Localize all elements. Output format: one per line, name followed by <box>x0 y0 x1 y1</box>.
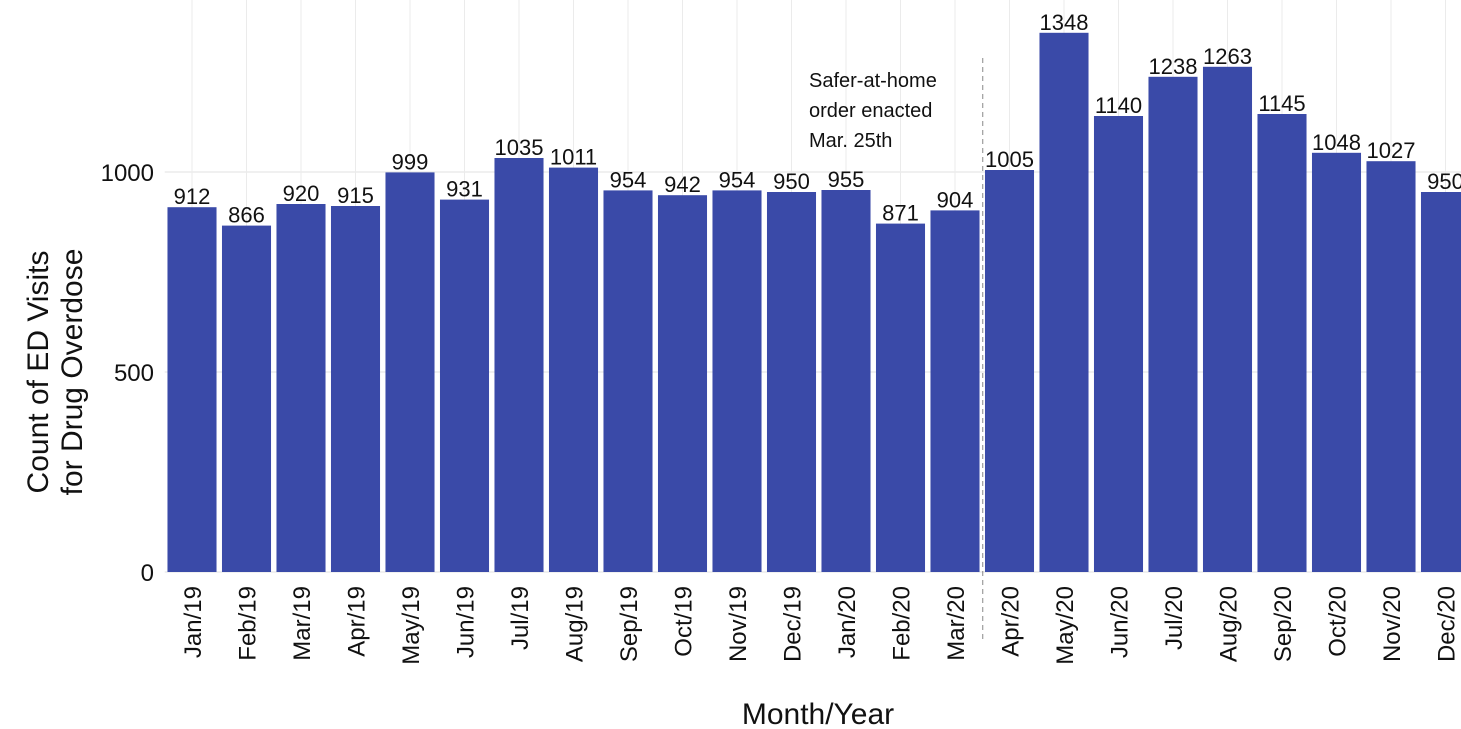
y-tick-label: 500 <box>114 360 154 387</box>
x-tick-label: Feb/19 <box>235 586 262 661</box>
y-axis-title-line: for Drug Overdose <box>56 249 89 496</box>
value-label: 920 <box>283 181 320 206</box>
value-label: 1238 <box>1149 54 1198 79</box>
value-label: 871 <box>882 201 919 226</box>
y-axis-title: Count of ED Visits for Drug Overdose <box>22 249 89 496</box>
bar <box>385 172 435 572</box>
bar <box>712 190 762 572</box>
bar <box>1039 32 1089 573</box>
value-label: 1348 <box>1040 10 1089 35</box>
bar <box>221 225 272 572</box>
y-tick-label: 1000 <box>101 160 154 187</box>
x-tick-label: Apr/20 <box>998 586 1025 657</box>
value-label: 912 <box>174 184 211 209</box>
bar <box>766 192 817 572</box>
x-tick-label: Nov/19 <box>725 586 752 662</box>
x-tick-label: Feb/20 <box>889 586 916 661</box>
bar <box>439 199 490 572</box>
x-axis-title: Month/Year <box>742 698 894 729</box>
annotation-text: order enacted <box>809 100 932 122</box>
value-label: 955 <box>828 167 865 192</box>
x-tick-label: Jun/20 <box>1107 586 1134 658</box>
x-tick-label: Aug/20 <box>1216 586 1243 662</box>
bar <box>930 210 980 572</box>
x-tick-label: Sep/19 <box>616 586 643 662</box>
value-label: 999 <box>392 149 429 174</box>
bar <box>167 207 217 572</box>
value-label: 954 <box>719 167 756 192</box>
bar <box>875 223 926 572</box>
value-label: 942 <box>664 172 701 197</box>
x-tick-label: Aug/19 <box>562 586 589 662</box>
bar <box>821 190 871 572</box>
bar <box>1257 114 1307 572</box>
x-tick-label: Dec/19 <box>780 586 807 662</box>
x-tick-label: Jul/19 <box>507 586 534 650</box>
bar <box>603 190 653 572</box>
y-tick-label: 0 <box>141 560 154 587</box>
x-tick-label: Jun/19 <box>453 586 480 658</box>
value-label: 1035 <box>495 135 544 160</box>
x-tick-label: Jan/20 <box>834 586 861 658</box>
x-tick-label: Mar/20 <box>943 586 970 661</box>
bar <box>494 158 544 572</box>
value-label: 904 <box>937 187 974 212</box>
bar <box>1202 66 1253 573</box>
x-tick-label: May/19 <box>398 586 425 665</box>
value-label: 915 <box>337 183 374 208</box>
value-label: 931 <box>446 177 483 202</box>
value-label: 1048 <box>1312 130 1361 155</box>
bar <box>1420 192 1461 572</box>
x-tick-label: Oct/19 <box>671 586 698 657</box>
value-label: 954 <box>610 167 647 192</box>
bar <box>1148 76 1198 573</box>
bar <box>330 206 381 572</box>
value-label: 866 <box>228 203 265 228</box>
annotation-text: Mar. 25th <box>809 130 892 152</box>
x-tick-label: Dec/20 <box>1434 586 1461 662</box>
annotation-text: Safer-at-home <box>809 70 937 92</box>
x-tick-label: May/20 <box>1052 586 1079 665</box>
value-label: 1140 <box>1095 93 1142 118</box>
bar <box>1093 116 1144 572</box>
value-label: 1027 <box>1367 138 1416 163</box>
bar <box>657 195 708 572</box>
value-label: 1145 <box>1258 91 1305 116</box>
x-tick-label: Apr/19 <box>344 586 371 657</box>
bar <box>276 204 326 572</box>
bar <box>1311 152 1362 573</box>
value-label: 950 <box>1427 169 1461 194</box>
value-label: 950 <box>773 169 810 194</box>
bar <box>548 167 599 572</box>
value-label: 1263 <box>1203 44 1252 69</box>
x-tick-label: Sep/20 <box>1270 586 1297 662</box>
bar <box>984 170 1035 572</box>
value-label: 1011 <box>550 145 597 170</box>
y-axis-title-line: Count of ED Visits <box>22 251 55 494</box>
x-tick-label: Jul/20 <box>1161 586 1188 650</box>
x-tick-label: Jan/19 <box>180 586 207 658</box>
value-label: 1005 <box>985 147 1034 172</box>
x-tick-label: Oct/20 <box>1325 586 1352 657</box>
bar <box>1366 161 1416 572</box>
x-tick-label: Nov/20 <box>1379 586 1406 662</box>
x-tick-label: Mar/19 <box>289 586 316 661</box>
